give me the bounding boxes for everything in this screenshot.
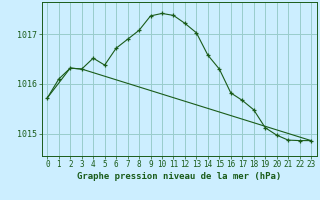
X-axis label: Graphe pression niveau de la mer (hPa): Graphe pression niveau de la mer (hPa) (77, 172, 281, 181)
